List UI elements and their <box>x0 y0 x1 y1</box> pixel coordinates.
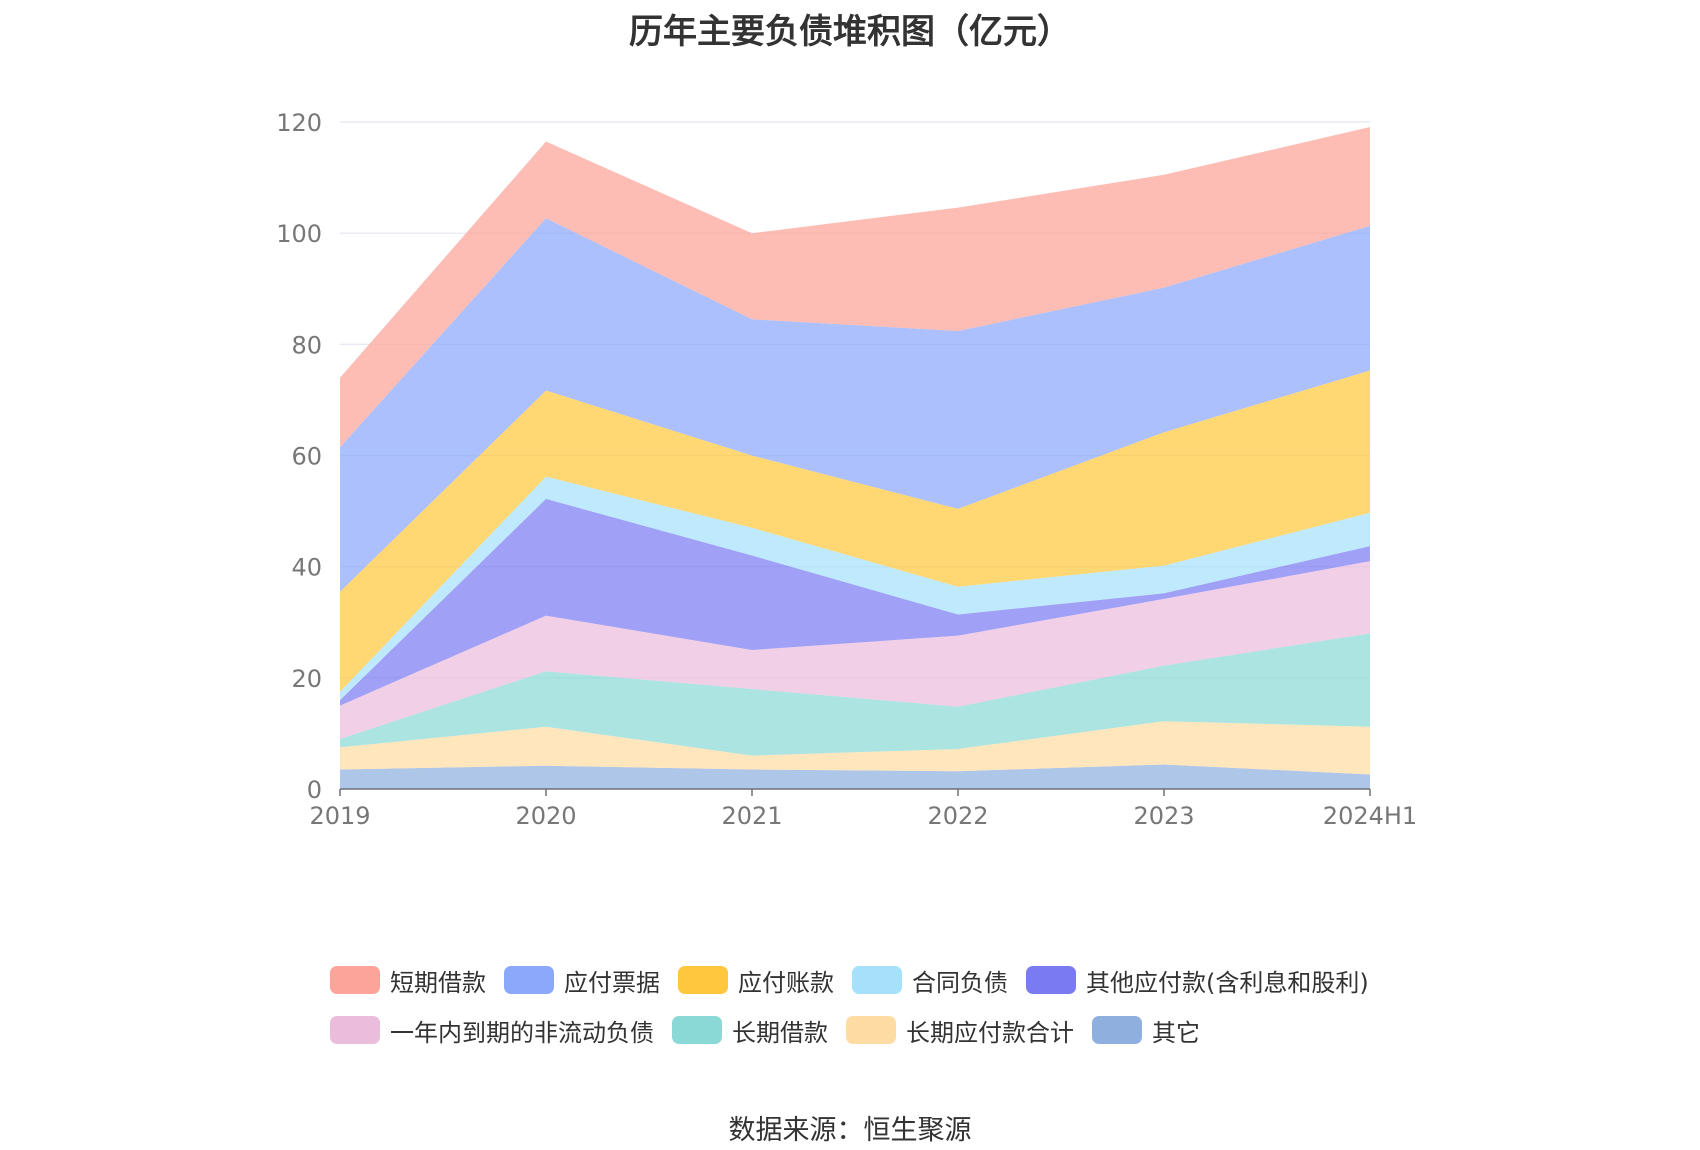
legend-label: 一年内到期的非流动负债 <box>390 1018 654 1047</box>
legend-label: 应付账款 <box>738 968 834 997</box>
legend-item[interactable]: 长期应付款合计 <box>846 1013 1074 1048</box>
legend-label: 长期借款 <box>732 1018 828 1047</box>
legend-label: 应付票据 <box>564 968 660 997</box>
y-tick-label: 20 <box>291 665 322 693</box>
legend-item[interactable]: 应付账款 <box>678 963 834 998</box>
y-tick-label: 120 <box>276 109 322 137</box>
axes: 0 20 40 60 80 100 120 2019 2020 2021 2022 2023 2024H… <box>276 109 1417 830</box>
legend-item[interactable]: 合同负债 <box>852 963 1008 998</box>
legend-item[interactable]: 一年内到期的非流动负债 <box>330 1013 654 1048</box>
x-tick-label: 2019 <box>309 802 370 830</box>
legend-item[interactable]: 其他应付款(含利息和股利) <box>1026 963 1369 998</box>
legend-label: 短期借款 <box>390 968 486 997</box>
area-一年内到期的非流动负债 <box>340 561 1370 739</box>
legend-label: 其他应付款(含利息和股利) <box>1086 968 1369 997</box>
legend-swatch <box>852 966 902 994</box>
x-tick-label: 2022 <box>927 802 988 830</box>
area-series <box>340 127 1370 789</box>
x-tick-label: 2020 <box>515 802 576 830</box>
y-tick-label: 40 <box>291 554 322 582</box>
area-长期借款 <box>340 633 1370 756</box>
x-tick-label: 2023 <box>1133 802 1194 830</box>
legend-swatch <box>330 966 380 994</box>
data-source: 数据来源：恒生聚源 <box>728 1115 972 1146</box>
legend-row-2: 一年内到期的非流动负债 长期借款 长期应付款合计 其它 <box>330 1005 1430 1055</box>
stacked-area-chart: 0 20 40 60 80 100 120 2019 2020 2021 2022 2023 2024H… <box>276 109 1417 830</box>
legend-item[interactable]: 长期借款 <box>672 1013 828 1048</box>
legend-item[interactable]: 短期借款 <box>330 963 486 998</box>
y-tick-label: 60 <box>291 443 322 471</box>
legend-row-1: 短期借款 应付票据 应付账款 合同负债 其他应付款(含利息和股利) <box>330 955 1430 1005</box>
area-其他应付款(含利息和股利) <box>340 498 1370 706</box>
legend-swatch <box>1026 966 1076 994</box>
y-tick-label: 100 <box>276 220 322 248</box>
area-应付账款 <box>340 370 1370 692</box>
legend-swatch <box>330 1016 380 1044</box>
legend-swatch <box>504 966 554 994</box>
legend-swatch <box>1092 1016 1142 1044</box>
y-tick-label: 80 <box>291 331 322 359</box>
legend-label: 其它 <box>1152 1018 1200 1047</box>
legend-item[interactable]: 其它 <box>1092 1013 1200 1048</box>
legend-label: 合同负债 <box>912 968 1008 997</box>
x-tick-label: 2021 <box>721 802 782 830</box>
legend-swatch <box>846 1016 896 1044</box>
area-短期借款 <box>340 127 1370 448</box>
legend-label: 长期应付款合计 <box>906 1018 1074 1047</box>
area-其它 <box>340 764 1370 789</box>
legend-swatch <box>672 1016 722 1044</box>
legend-item[interactable]: 应付票据 <box>504 963 660 998</box>
area-应付票据 <box>340 218 1370 592</box>
legend-swatch <box>678 966 728 994</box>
legend: 短期借款 应付票据 应付账款 合同负债 其他应付款(含利息和股利) 一年内到期的非流动负… <box>330 955 1430 1055</box>
area-合同负债 <box>340 476 1370 701</box>
chart-title: 历年主要负债堆积图（亿元） <box>629 12 1071 52</box>
area-长期应付款合计 <box>340 721 1370 775</box>
x-tick-label: 2024H1 <box>1323 802 1417 830</box>
y-tick-label: 0 <box>307 776 322 804</box>
